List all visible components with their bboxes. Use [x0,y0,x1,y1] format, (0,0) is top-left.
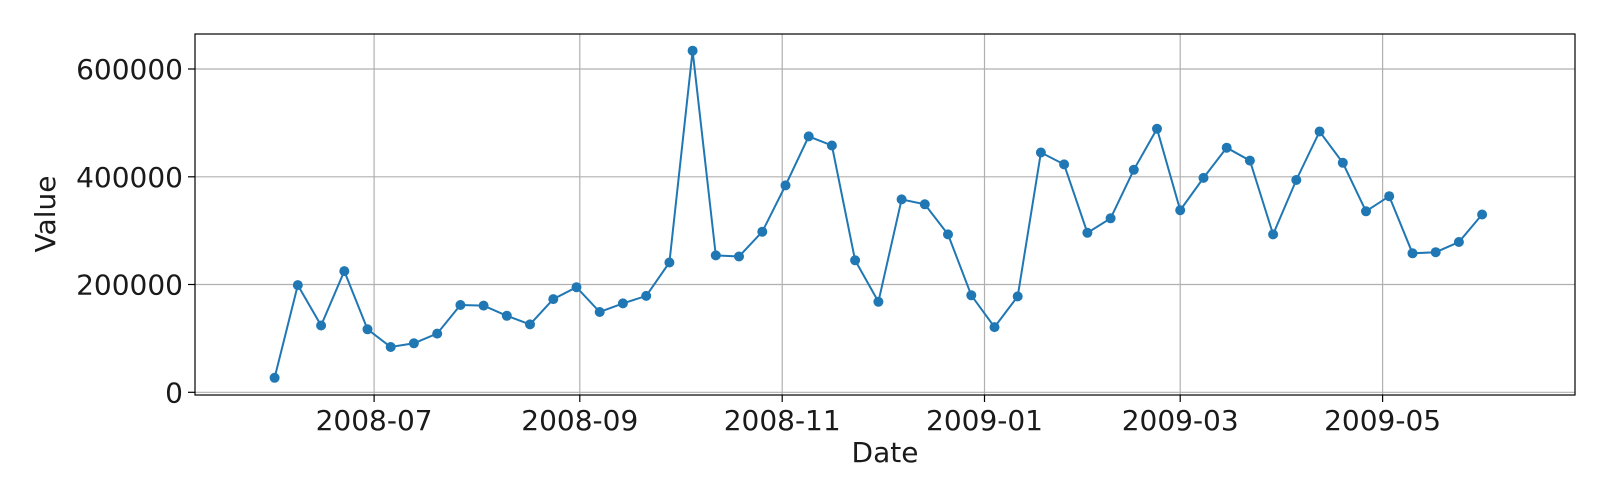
x-tick-label: 2009-05 [1324,404,1441,437]
data-point [1152,123,1162,134]
data-point [408,338,419,349]
data-point [292,280,303,291]
y-tick-label: 400000 [76,161,183,194]
data-point [1314,126,1325,137]
data-point [316,320,327,331]
data-point [1082,227,1093,238]
data-point [1477,209,1488,220]
data-point [1361,206,1371,217]
data-point [617,298,628,309]
data-point [1407,248,1418,259]
data-point [571,282,582,293]
data-point [850,255,861,266]
data-point [734,251,744,262]
data-point [1035,147,1046,158]
data-point [455,300,466,310]
data-point [710,250,721,261]
data-point [432,328,443,339]
data-point [641,290,652,301]
data-point [896,194,907,205]
data-point [1268,229,1279,240]
x-tick-label: 2008-11 [724,404,841,437]
data-points [269,45,1488,383]
x-tick-label: 2009-03 [1122,404,1239,437]
plot-frame [194,33,1576,396]
data-point [362,324,373,335]
series-line-layer [273,50,1483,379]
data-point [1453,237,1464,247]
data-point [478,300,489,311]
data-point [501,310,512,321]
data-point [943,229,953,240]
data-point [1384,191,1395,202]
data-point [687,45,698,56]
data-point [1244,155,1255,166]
data-point [1059,159,1070,170]
data-point [548,294,559,305]
data-point [1012,291,1023,302]
series-line [273,50,1483,379]
data-point [1175,205,1186,216]
y-tick-label: 200000 [76,269,183,302]
data-point [1430,247,1441,258]
data-point [966,290,977,301]
data-point [339,266,350,277]
data-point [803,131,814,142]
data-point [1337,157,1348,168]
data-point [1128,164,1139,175]
data-point [594,307,605,317]
x-tick-label: 2009-01 [926,404,1043,437]
data-point [873,296,884,307]
data-point [826,140,837,151]
x-tick-label: 2008-07 [316,404,433,437]
axis-layer: 0 200000 400000 600000 2008-07 2008-09 2008-11… [76,53,1441,437]
data-point [1105,213,1116,224]
data-point [525,319,535,330]
data-point [1221,142,1232,153]
data-point [269,372,280,383]
data-point [1198,172,1209,183]
data-point [757,226,768,237]
data-point [664,257,675,268]
data-point [385,342,396,352]
data-point [989,322,1000,333]
x-axis-label: Date [852,436,919,469]
y-axis-label: Value [29,176,62,253]
data-point [1291,175,1302,185]
data-point [780,180,791,191]
y-tick-label: 0 [165,376,183,409]
x-tick-label: 2008-09 [521,404,638,437]
grid-layer [195,34,1575,395]
y-tick-label: 600000 [76,53,183,86]
data-point [919,199,930,210]
